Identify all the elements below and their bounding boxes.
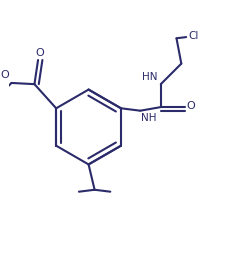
Text: O: O (36, 48, 44, 58)
Text: O: O (1, 70, 9, 80)
Text: O: O (186, 101, 195, 111)
Text: Cl: Cl (188, 31, 198, 41)
Text: NH: NH (141, 113, 156, 123)
Text: HN: HN (142, 72, 157, 82)
